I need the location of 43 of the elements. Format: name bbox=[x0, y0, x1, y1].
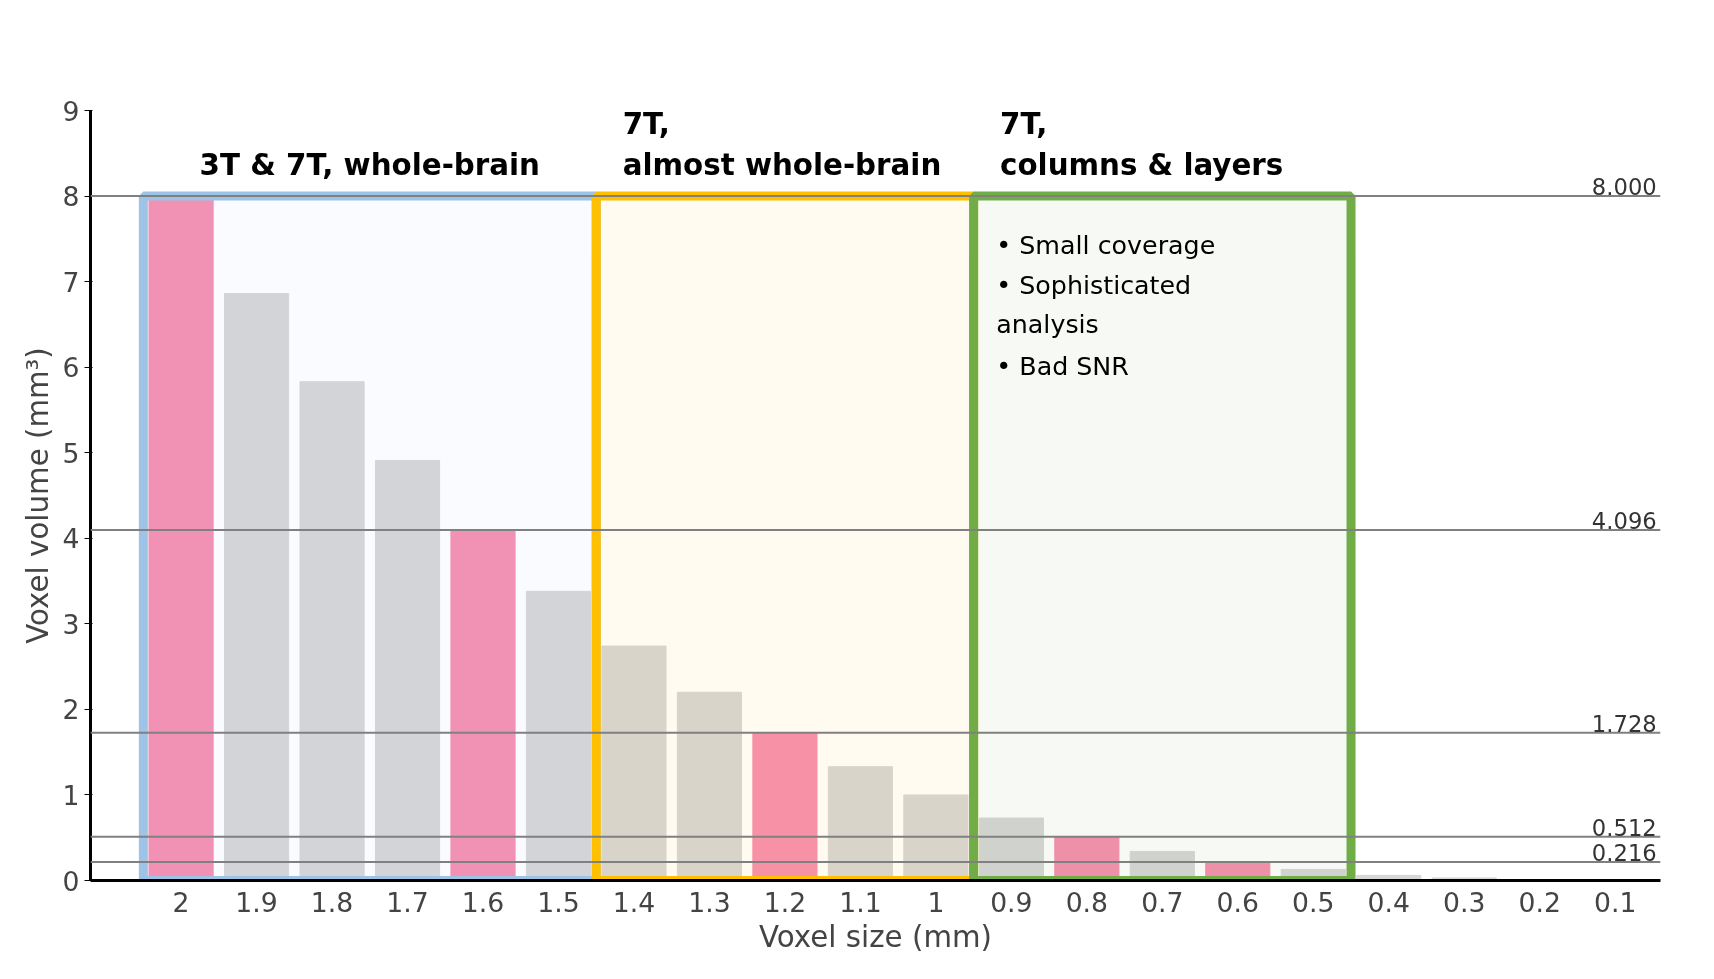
ref-line-label: 0.512 bbox=[1591, 814, 1657, 841]
x-tick-label: 1.5 bbox=[537, 886, 580, 918]
x-axis-title: Voxel size (mm) bbox=[759, 919, 993, 954]
x-tick-label: 1.6 bbox=[461, 886, 505, 918]
y-tick-label: 4 bbox=[62, 523, 80, 555]
ref-line-label: 8.000 bbox=[1591, 174, 1657, 201]
x-tick-label: 0.8 bbox=[1065, 886, 1109, 918]
x-tick-label: 1 bbox=[927, 886, 945, 918]
annotation: • Bad SNR bbox=[996, 350, 1129, 381]
y-tick-label: 1 bbox=[62, 779, 80, 811]
band-label: 7T, almost whole-brain bbox=[622, 107, 942, 183]
x-tick-label: 1.7 bbox=[386, 886, 429, 918]
x-tick-label: 1.4 bbox=[612, 886, 656, 918]
x-tick-label: 2 bbox=[172, 886, 190, 918]
band-label: 3T & 7T, whole-brain bbox=[199, 148, 540, 183]
y-tick-label: 5 bbox=[62, 437, 80, 469]
x-tick-label: 0.9 bbox=[990, 886, 1033, 918]
x-tick-label: 1.9 bbox=[235, 886, 278, 918]
y-tick-label: 0 bbox=[62, 865, 80, 897]
y-tick-label: 8 bbox=[62, 181, 80, 213]
annotation: • Small coverage bbox=[996, 230, 1216, 261]
x-tick-label: 1.2 bbox=[763, 886, 807, 918]
y-tick-label: 7 bbox=[62, 266, 80, 298]
y-tick-label: 6 bbox=[62, 352, 80, 384]
y-tick-label: 2 bbox=[62, 694, 80, 726]
band-label: 7T, columns & layers bbox=[1000, 107, 1284, 183]
x-tick-label: 0.7 bbox=[1141, 886, 1184, 918]
x-tick-label: 0.6 bbox=[1216, 886, 1260, 918]
x-tick-label: 1.1 bbox=[839, 886, 882, 918]
ref-line-label: 4.096 bbox=[1591, 508, 1657, 535]
y-tick-label: 9 bbox=[62, 95, 80, 127]
y-tick-label: 3 bbox=[62, 608, 80, 640]
x-tick-label: 1.8 bbox=[310, 886, 354, 918]
x-tick-label: 1.3 bbox=[688, 886, 731, 918]
ref-line-label: 1.728 bbox=[1591, 710, 1657, 737]
x-tick-label: 0.3 bbox=[1443, 886, 1486, 918]
x-tick-label: 0.4 bbox=[1367, 886, 1410, 918]
x-tick-label: 0.1 bbox=[1594, 886, 1637, 918]
x-tick-label: 0.5 bbox=[1292, 886, 1335, 918]
y-axis-title: Voxel volume (mm³) bbox=[20, 347, 55, 644]
x-tick-label: 0.2 bbox=[1518, 886, 1561, 918]
annotation: • Sophisticated analysis bbox=[996, 270, 1192, 340]
ref-line-label: 0.216 bbox=[1591, 840, 1657, 867]
